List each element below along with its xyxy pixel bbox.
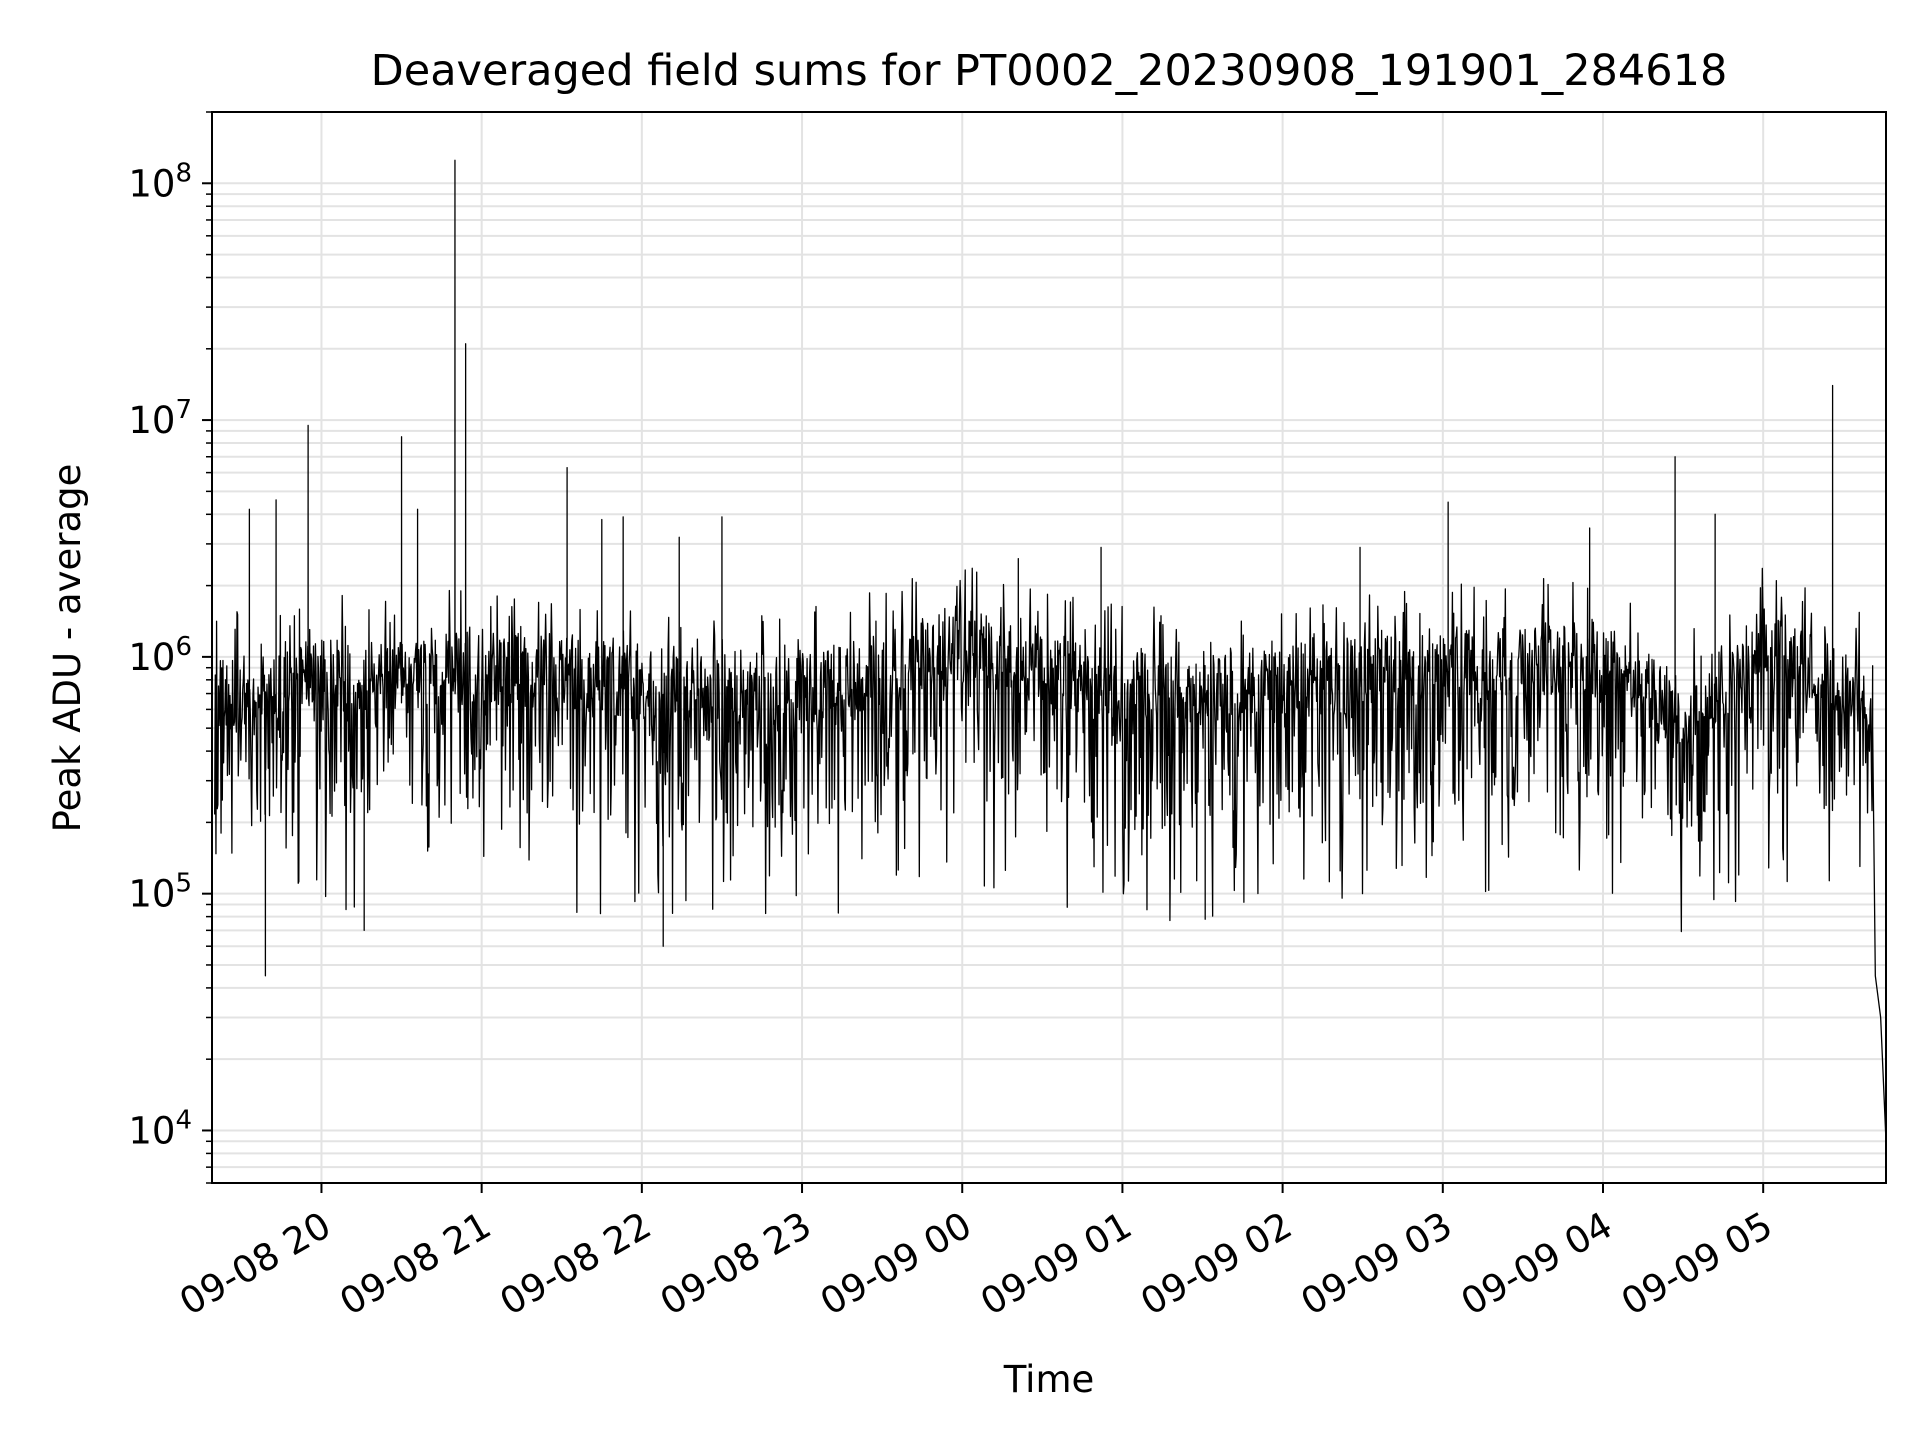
series-line (214, 159, 1887, 1142)
y-tick-label: 105 (128, 869, 192, 916)
y-axis-label: Peak ADU - average (46, 464, 89, 833)
plot-frame (211, 111, 1887, 1184)
chart-title: Deaveraged field sums for PT0002_2023090… (371, 46, 1728, 96)
y-tick-label: 106 (128, 632, 192, 679)
y-tick-label: 104 (128, 1105, 192, 1152)
y-tick-label: 107 (128, 395, 192, 442)
x-axis-label: Time (1003, 1358, 1095, 1401)
y-tick-label: 108 (128, 158, 192, 205)
series (214, 159, 1887, 1142)
y-axis: 104 105 106 107 108 (128, 111, 212, 1184)
